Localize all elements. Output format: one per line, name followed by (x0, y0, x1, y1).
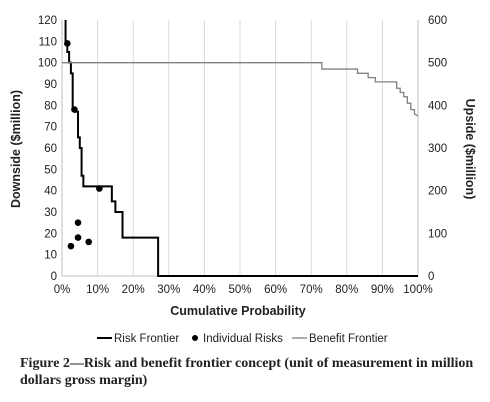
right-y-tick-label: 400 (428, 100, 447, 112)
x-tick-label: 50% (228, 284, 251, 296)
x-tick-label: 0% (54, 284, 71, 296)
left-y-tick-label: 20 (44, 228, 57, 240)
x-tick-label: 100% (403, 284, 432, 296)
left-y-tick-label: 90 (44, 79, 57, 91)
legend-benefit-frontier-label: Benefit Frontier (309, 333, 388, 345)
left-y-tick-label: 60 (44, 143, 57, 155)
x-tick-label: 70% (300, 284, 323, 296)
x-tick-label: 60% (264, 284, 287, 296)
left-y-tick-label: 120 (38, 15, 57, 27)
x-tick-label: 80% (335, 284, 358, 296)
left-y-tick-label: 40 (44, 186, 57, 198)
x-tick-label: 40% (193, 284, 216, 296)
series-layer (62, 20, 419, 277)
individual-risks-point (74, 219, 82, 226)
right-y-tick-label: 600 (428, 15, 447, 27)
x-axis-ticks: 0% 10% 20% 30% 40% 50% 60% 70% 80% 90% 100% (54, 284, 433, 296)
legend-risk-frontier-label: Risk Frontier (114, 333, 179, 345)
chart: 0% 10% 20% 30% 40% 50% 60% 70% 80% 90% 100% 0 10 20 3… (9, 15, 477, 345)
left-axis-ticks: 0 10 20 30 40 50 60 70 80 90 100 110 120 (38, 15, 57, 283)
right-y-tick-label: 200 (428, 186, 447, 198)
x-axis-title: Cumulative Probability (170, 304, 305, 318)
individual-risks-point (67, 242, 75, 250)
left-y-tick-label: 30 (44, 207, 57, 219)
legend-individual-risks-label: Individual Risks (203, 333, 283, 345)
right-axis-ticks: 0 100 200 300 400 500 600 (428, 15, 447, 283)
individual-risks-point (85, 238, 92, 246)
figure-caption: Figure 2—Risk and benefit frontier conce… (20, 356, 474, 388)
benefit-frontier-line (62, 62, 419, 117)
left-y-tick-label: 80 (44, 100, 57, 112)
left-y-tick-label: 70 (44, 122, 57, 134)
individual-risks-point (71, 106, 78, 113)
right-y-tick-label: 500 (428, 58, 447, 70)
left-y-tick-label: 110 (39, 36, 57, 48)
left-axis-title: Downside ($million) (9, 90, 23, 208)
left-y-tick-label: 100 (38, 58, 57, 70)
left-y-tick-label: 50 (44, 164, 57, 176)
right-y-tick-label: 0 (428, 271, 434, 283)
x-tick-label: 90% (371, 284, 394, 296)
points-layer (64, 40, 103, 250)
individual-risks-point (74, 234, 82, 241)
x-tick-label: 20% (122, 284, 145, 296)
right-y-tick-label: 100 (428, 228, 447, 240)
legend-individual-risks-swatch (192, 335, 198, 341)
individual-risks-point (96, 185, 103, 192)
x-tick-label: 30% (157, 284, 180, 296)
risk-frontier-line (64, 20, 418, 277)
x-tick-label: 10% (86, 284, 109, 296)
right-axis-title: Upside ($million) (463, 99, 477, 200)
legend: Risk Frontier Individual Risks Benefit F… (97, 333, 388, 345)
left-y-tick-label: 10 (44, 250, 57, 262)
right-y-tick-label: 300 (428, 143, 447, 155)
left-y-tick-label: 0 (51, 271, 57, 283)
individual-risks-point (64, 40, 71, 47)
